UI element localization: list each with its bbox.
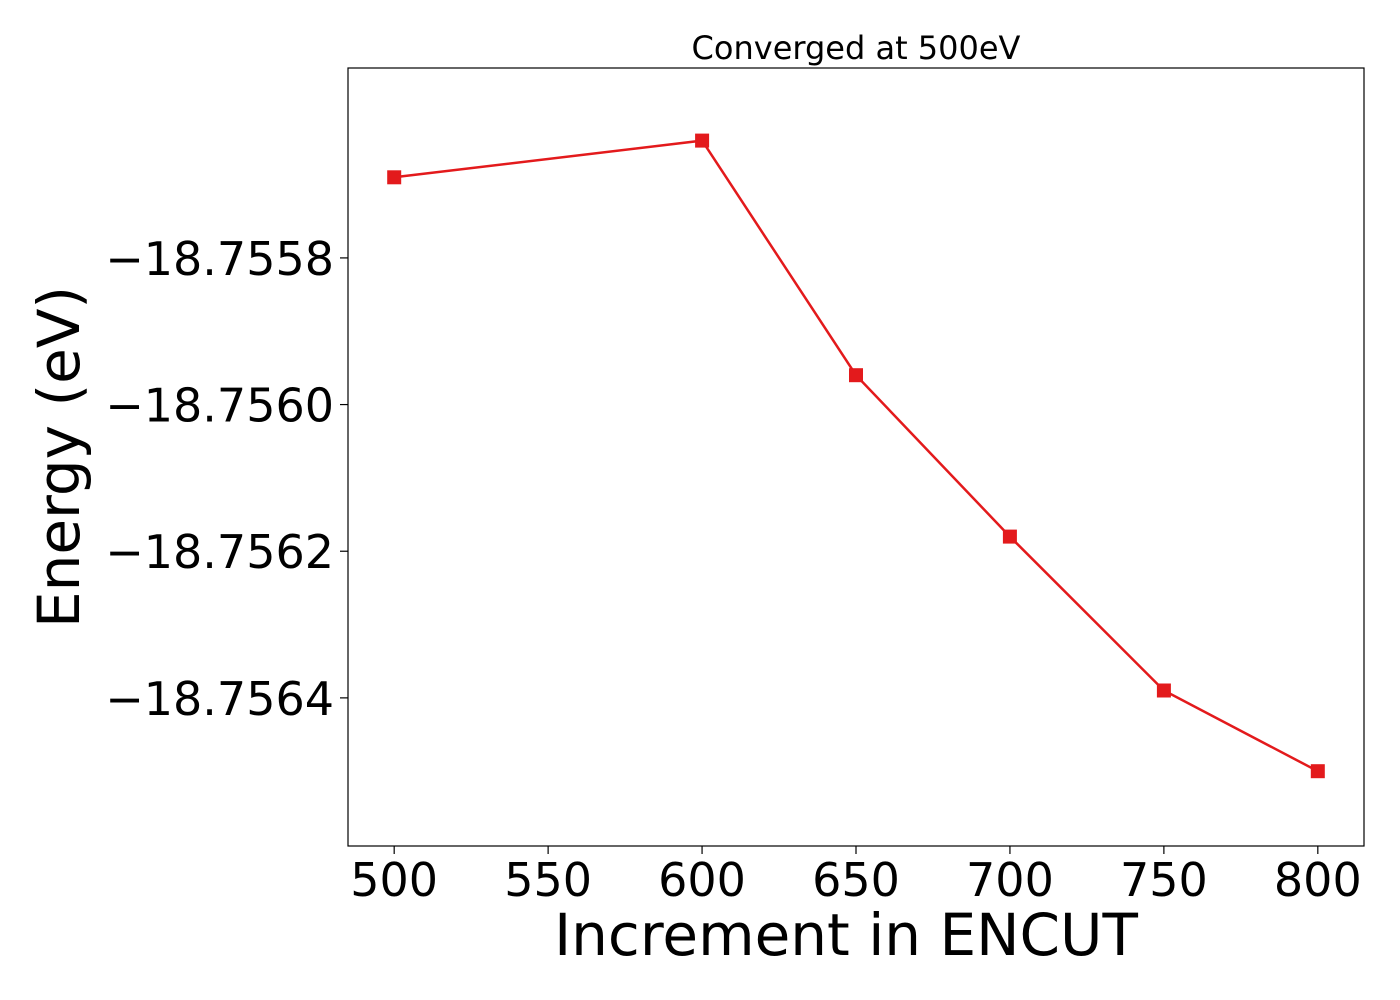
x-tick-label: 700 [966,853,1054,907]
x-tick-label: 800 [1274,853,1362,907]
plot-frame [347,67,1365,847]
y-tick-label: −18.7558 [105,232,334,286]
data-point-marker [1310,764,1325,779]
x-tick-label: 750 [1120,853,1208,907]
x-tick-label: 600 [658,853,746,907]
x-axis-label: Increment in ENCUT [554,901,1138,969]
data-point-marker [1156,683,1171,698]
x-tick-label: 500 [350,853,438,907]
plot-background [348,68,1364,846]
chart-title: Converged at 500eV [692,29,1021,67]
y-axis-label: Energy (eV) [25,286,93,628]
data-point-marker [695,133,710,148]
y-tick-label: −18.7562 [105,525,334,579]
y-tick-label: −18.7560 [105,379,334,433]
y-tick-label: −18.7564 [105,672,334,726]
data-point-marker [387,170,402,185]
x-tick-label: 550 [504,853,592,907]
data-point-marker [1002,529,1017,544]
x-tick-label: 650 [812,853,900,907]
series-line [394,139,1319,773]
data-point-marker [849,368,863,383]
